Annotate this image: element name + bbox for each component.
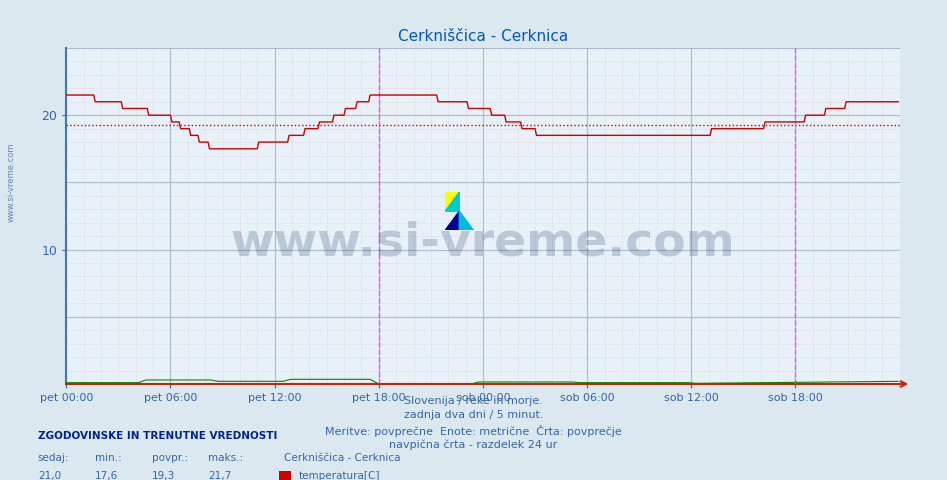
Text: 21,7: 21,7 (208, 471, 232, 480)
Polygon shape (445, 192, 459, 211)
Text: maks.:: maks.: (208, 453, 243, 463)
Polygon shape (445, 192, 459, 211)
Text: Meritve: povprečne  Enote: metrične  Črta: povprečje: Meritve: povprečne Enote: metrične Črta:… (325, 425, 622, 437)
Text: zadnja dva dni / 5 minut.: zadnja dva dni / 5 minut. (403, 410, 544, 420)
Text: ZGODOVINSKE IN TRENUTNE VREDNOSTI: ZGODOVINSKE IN TRENUTNE VREDNOSTI (38, 431, 277, 441)
Title: Cerkniščica - Cerknica: Cerkniščica - Cerknica (398, 29, 568, 44)
Text: navpična črta - razdelek 24 ur: navpična črta - razdelek 24 ur (389, 439, 558, 450)
Polygon shape (459, 211, 474, 230)
Text: 19,3: 19,3 (152, 471, 175, 480)
Text: 17,6: 17,6 (95, 471, 118, 480)
Text: sedaj:: sedaj: (38, 453, 69, 463)
Text: 21,0: 21,0 (38, 471, 61, 480)
Text: www.si-vreme.com: www.si-vreme.com (7, 143, 16, 222)
Text: Cerkniščica - Cerknica: Cerkniščica - Cerknica (284, 453, 401, 463)
Text: povpr.:: povpr.: (152, 453, 188, 463)
Text: min.:: min.: (95, 453, 121, 463)
Polygon shape (445, 211, 459, 230)
Text: Slovenija / reke in morje.: Slovenija / reke in morje. (404, 396, 543, 406)
Text: www.si-vreme.com: www.si-vreme.com (231, 220, 735, 265)
Text: temperatura[C]: temperatura[C] (298, 471, 380, 480)
